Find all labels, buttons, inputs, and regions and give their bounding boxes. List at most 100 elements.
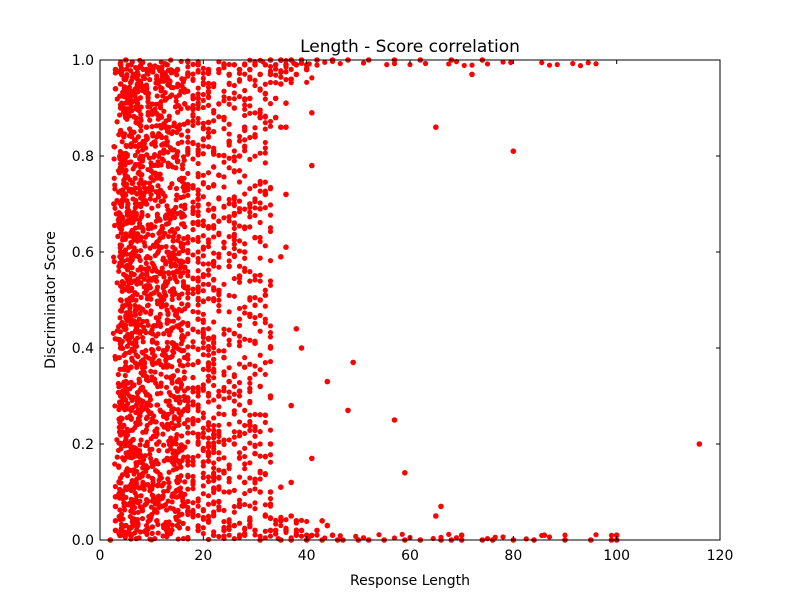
dense-point [231,509,237,515]
dense-point [149,123,155,130]
dense-point [190,182,196,189]
dense-point [180,270,186,276]
dense-point [252,486,258,492]
dense-point [231,196,237,202]
scatter-point [128,450,134,457]
scatter-point [174,158,181,164]
dense-point [180,259,186,265]
dense-point [226,196,232,203]
dense-point [173,197,179,203]
dense-point [252,320,258,326]
dense-point [139,209,145,216]
dense-point [190,208,196,214]
scatter-point [195,62,201,68]
scatter-point [128,364,134,371]
dense-point [185,362,191,368]
dense-point [200,410,206,416]
x-tick-label: 40 [298,548,316,564]
dense-point [273,72,279,78]
band-point [337,533,343,539]
dense-point [195,249,201,255]
dense-point [236,433,243,439]
dense-point [127,108,133,114]
dense-point [211,361,217,367]
dense-point [169,527,175,533]
dense-point [221,437,227,443]
dense-point [190,339,196,345]
dense-point [173,165,179,171]
dense-point [159,244,165,250]
dense-point [142,453,148,459]
dense-point [136,361,143,367]
dense-point [221,245,227,251]
dense-point [148,308,154,314]
dense-point [149,483,156,489]
scatter-point [458,532,465,538]
dense-point [231,434,237,440]
dense-point [231,391,237,397]
dense-point [211,213,217,219]
dense-point [153,274,159,280]
dense-point [175,81,181,87]
dense-point [247,400,253,406]
dense-point [231,90,237,96]
scatter-point [252,340,258,347]
dense-point [221,94,227,100]
dense-point [162,90,168,96]
dense-point [242,407,248,413]
dense-point [226,101,232,107]
dense-point [221,204,227,210]
scatter-point [247,95,253,102]
dense-point [138,128,144,134]
dense-point [200,246,206,252]
scatter-point [278,518,284,524]
dense-point [283,77,289,83]
dense-point [195,359,201,365]
dense-point [174,72,180,78]
band-point [469,62,475,68]
dense-point [179,301,185,307]
dense-point [288,66,294,72]
dense-point [185,240,191,246]
dense-point [173,98,179,104]
dense-point [190,156,196,162]
dense-point [116,112,123,118]
scatter-point [143,527,150,534]
scatter-point [154,441,160,447]
dense-point [231,241,237,247]
dense-point [252,480,258,486]
dense-point [141,190,147,196]
dense-point [154,93,160,99]
dense-point [267,101,274,107]
dense-point [177,273,184,279]
dense-point [159,156,165,162]
dense-point [159,483,165,489]
dense-point [236,361,243,367]
dense-point [137,164,144,170]
dense-point [123,397,129,403]
scatter-point [210,474,217,481]
dense-point [157,323,164,329]
dense-point [185,234,191,240]
dense-point [117,507,123,513]
dense-point [216,114,222,120]
dense-point [132,175,138,181]
scatter-point [205,66,212,73]
dense-point [221,441,227,447]
dense-point [205,94,212,100]
scatter-point [195,431,201,438]
scatter-point [216,287,222,294]
scatter-point [293,326,300,332]
scatter-point [216,498,222,505]
dense-point [176,250,182,256]
scatter-point [696,441,703,447]
dense-point [149,530,155,536]
x-axis-ticks: 0 20 40 60 80 100 120 [96,60,733,564]
dense-point [247,386,253,392]
dense-point [143,403,149,409]
dense-point [267,323,274,329]
dense-point [141,140,148,147]
dense-point [236,179,243,185]
band-point [461,62,467,69]
scatter-point [241,249,248,255]
